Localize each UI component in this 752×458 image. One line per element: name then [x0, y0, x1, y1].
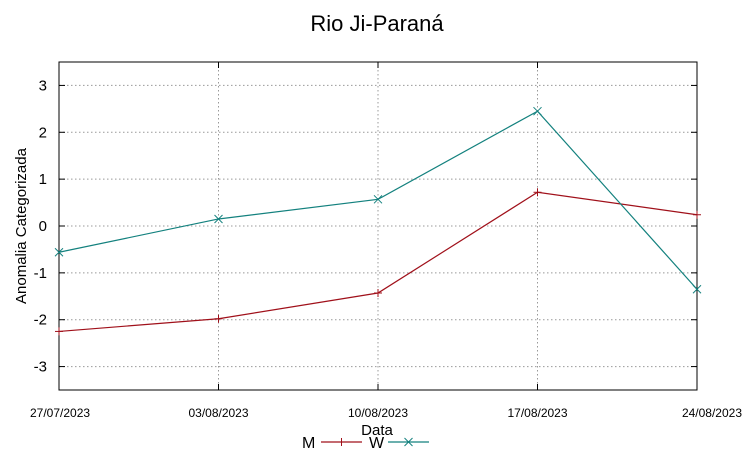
x-tick-label: 17/08/2023 — [507, 406, 567, 420]
chart-title: Rio Ji-Paraná — [310, 11, 444, 36]
y-tick-label: -3 — [34, 359, 47, 376]
y-tick-label: 1 — [39, 171, 47, 188]
cross-marker — [533, 106, 542, 116]
y-tick-label: 3 — [39, 77, 47, 94]
cross-marker — [692, 284, 702, 294]
cross-marker — [54, 247, 64, 257]
x-tick-label: 03/08/2023 — [188, 406, 248, 420]
cross-marker — [214, 214, 223, 224]
x-tick-label: 24/08/2023 — [682, 406, 742, 420]
legend-label: W — [369, 435, 385, 452]
y-tick-label: -1 — [34, 265, 47, 282]
y-tick-label: 0 — [39, 218, 47, 235]
y-axis: 3 2 1 0 -1 -2 -3 — [34, 77, 697, 376]
y-tick-label: 2 — [39, 124, 47, 141]
x-axis-label: Data — [361, 422, 393, 439]
series-m — [55, 188, 701, 336]
cross-marker — [373, 194, 383, 204]
series-group — [54, 106, 702, 336]
x-tick-label: 10/08/2023 — [348, 406, 408, 420]
x-tick-label: 27/07/2023 — [30, 406, 90, 420]
y-axis-label: Anomalia Categorizada — [13, 147, 30, 304]
legend-label: M — [302, 435, 315, 452]
series-w — [54, 106, 702, 294]
grid — [59, 62, 697, 390]
x-axis: 27/07/2023 03/08/2023 10/08/2023 17/08/2023… — [30, 62, 742, 420]
y-tick-label: -2 — [34, 312, 47, 329]
cross-marker — [404, 437, 413, 447]
